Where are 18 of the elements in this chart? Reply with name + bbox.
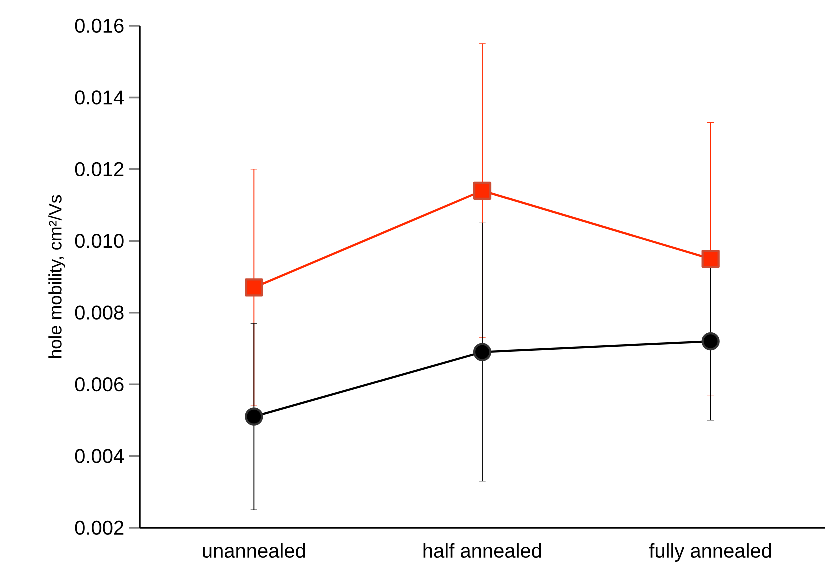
point	[245, 278, 264, 297]
y-tick-label: 0.002	[75, 520, 124, 536]
point	[245, 408, 264, 426]
y-tick-label: 0.004	[75, 449, 124, 464]
x-tick-label: half annealed	[424, 543, 542, 558]
point	[473, 182, 492, 200]
y-tick-label: 0.008	[75, 306, 124, 320]
y-tick-label: 0.014	[75, 90, 124, 105]
point	[473, 343, 492, 362]
y-axis-title: hole mobility, cm²/Vs	[48, 195, 66, 358]
y-tick-label: 0.016	[75, 18, 124, 34]
y-tick-label: 0.006	[75, 377, 124, 392]
point	[702, 332, 720, 351]
y-tick-label: 0.010	[75, 234, 124, 248]
x-tick-label: unannealed	[203, 543, 306, 558]
point	[702, 250, 720, 268]
y-tick-label: 0.012	[75, 162, 124, 176]
x-tick-label: fully annealed	[649, 543, 772, 562]
